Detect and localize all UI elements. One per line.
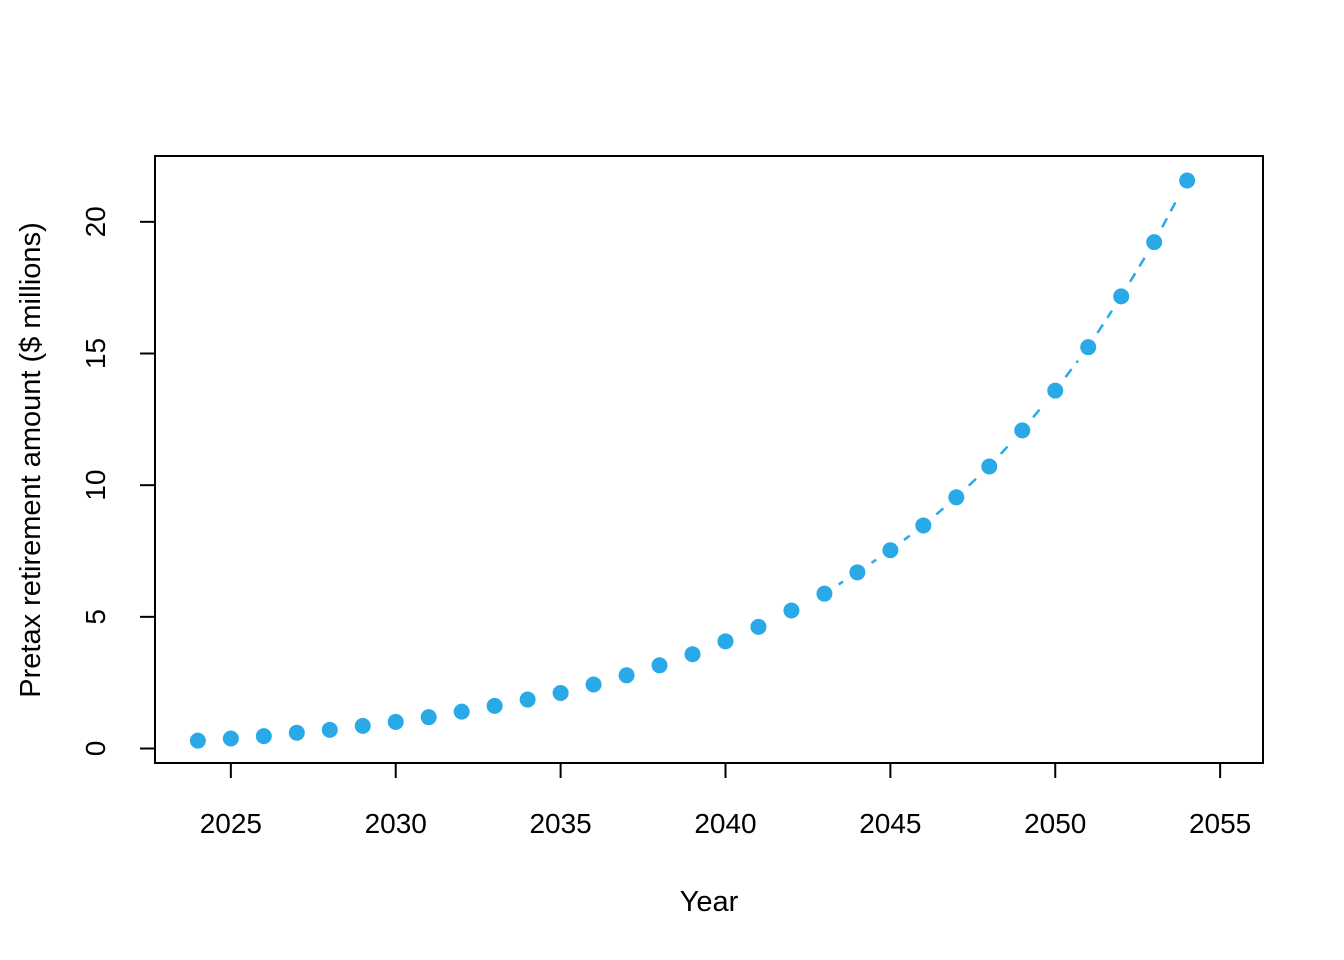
y-tick-label: 10 [80,470,111,501]
series-segment [999,442,1012,455]
data-point [387,713,404,730]
series-segment [1161,194,1181,228]
y-tick-label: 20 [80,206,111,237]
y-tick-label: 15 [80,338,111,369]
data-point [1080,339,1097,356]
data-point [1047,382,1064,399]
series-segment [935,507,945,516]
plot-area: 2025 2030 2035 2040 2045 2050 2055 0 5 10 15 20 [80,155,1264,839]
x-tick-label: 2050 [1024,808,1086,839]
series-segment [870,558,877,564]
data-point [453,703,470,720]
y-axis-title: Pretax retirement amount ($ millions) [15,222,47,697]
series-segment [1032,402,1046,419]
data-point [354,717,371,734]
series-segment [903,534,911,542]
data-point [750,618,767,635]
data-point [486,697,503,714]
data-point [1179,172,1196,189]
series-segment [1128,255,1147,283]
x-axis-title: Year [680,886,739,918]
data-point [849,564,866,581]
data-point [981,458,998,475]
data-point [882,542,899,559]
data-point [288,724,305,741]
data-point [222,730,239,747]
x-tick-label: 2035 [529,808,591,839]
data-point [948,489,965,506]
data-point [684,646,701,663]
data-point [618,667,635,684]
data-point [816,585,833,602]
data-point [651,657,668,674]
data-point [585,676,602,693]
data-point [552,684,569,701]
data-point [255,728,272,745]
y-tick-label: 5 [80,609,111,625]
data-point [321,721,338,738]
series-segment [967,477,978,487]
data-point [915,517,932,534]
x-tick-label: 2030 [365,808,427,839]
series-segment [838,580,844,586]
x-tick-label: 2025 [200,808,262,839]
data-point [1014,422,1031,439]
data-point [519,691,536,708]
plot-border [154,155,1264,764]
data-point [420,709,437,726]
x-tick-label: 2040 [694,808,756,839]
data-point [189,732,206,749]
x-tick-label: 2055 [1189,808,1251,839]
series-segment [1064,359,1079,378]
x-tick-label: 2045 [859,808,921,839]
series-segment [1096,309,1113,334]
data-point [1146,234,1163,251]
data-point [717,633,734,650]
data-point [1113,288,1130,305]
data-point [783,602,800,619]
y-tick-label: 0 [80,741,111,757]
